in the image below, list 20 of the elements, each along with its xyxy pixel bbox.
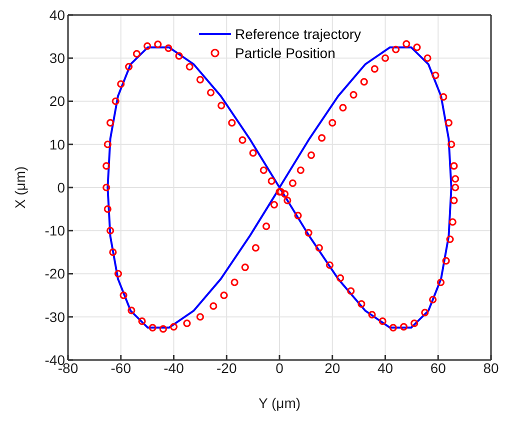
y-axis-title: X (μm) bbox=[12, 166, 28, 209]
y-tick-label: 30 bbox=[49, 50, 66, 66]
y-tick-label: -30 bbox=[44, 308, 66, 325]
x-tick-label: 80 bbox=[483, 360, 499, 376]
x-tick-label: 0 bbox=[276, 360, 284, 376]
legend-label: Particle Position bbox=[235, 44, 336, 60]
x-tick-label: -20 bbox=[216, 360, 237, 376]
legend-label: Reference trajectory bbox=[235, 26, 362, 42]
y-tick-label: -20 bbox=[44, 266, 66, 282]
y-tick-label: -10 bbox=[44, 222, 66, 239]
y-tick-label: 40 bbox=[49, 6, 66, 23]
x-axis-title: Y (μm) bbox=[258, 395, 301, 411]
x-tick-label: 60 bbox=[430, 360, 446, 376]
y-tick-label: 0 bbox=[57, 179, 66, 196]
y-tick-label: 10 bbox=[49, 136, 66, 152]
y-tick-label: 20 bbox=[49, 93, 66, 110]
x-tick-label: 40 bbox=[377, 360, 394, 376]
x-tick-label: -40 bbox=[164, 360, 184, 376]
x-tick-label: -60 bbox=[110, 360, 132, 376]
x-tick-label: 20 bbox=[324, 360, 340, 376]
